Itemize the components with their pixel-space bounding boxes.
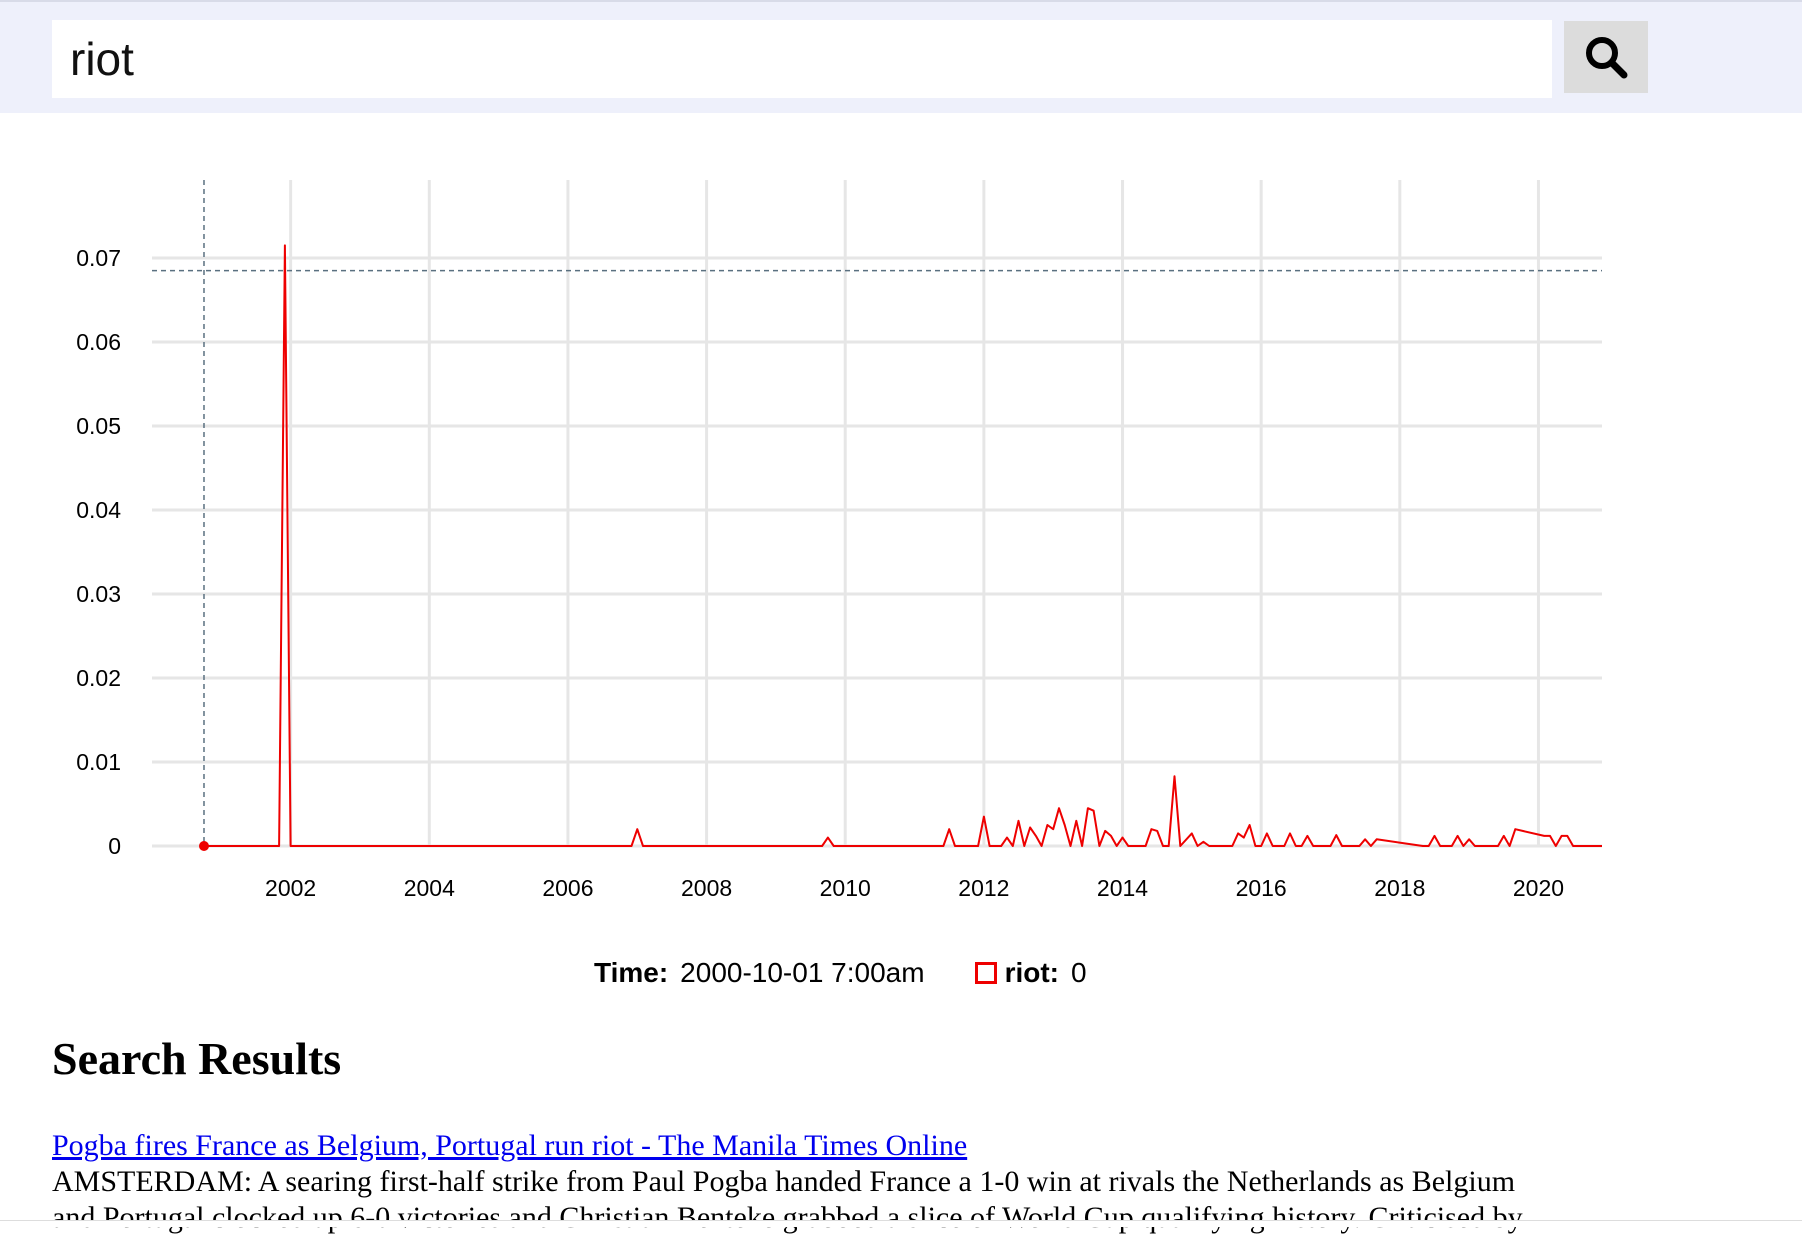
- search-input[interactable]: [52, 20, 1552, 98]
- x-tick-label: 2006: [542, 875, 593, 901]
- y-tick-label: 0.02: [76, 665, 121, 691]
- time-label: Time:: [594, 957, 669, 988]
- x-tick-label: 2002: [265, 875, 316, 901]
- search-result-snippet-line: and Portugal clocked up 6-0 victories an…: [52, 1201, 1523, 1234]
- x-tick-label: 2008: [681, 875, 732, 901]
- x-tick-label: 2004: [404, 875, 455, 901]
- search-button[interactable]: [1564, 21, 1648, 93]
- riot-trend-chart[interactable]: 0 0.01 0.02 0.03 0.04 0.05 0.06 0.07 2002 2004 200…: [0, 150, 1802, 930]
- riot-series-swatch: [974, 962, 997, 984]
- data-point: [198, 841, 209, 851]
- x-tick-label: 2020: [1513, 875, 1564, 901]
- x-tick-label: 2016: [1236, 875, 1287, 901]
- search-result-link[interactable]: Pogba fires France as Belgium, Portugal …: [52, 1129, 968, 1162]
- search-bar: [0, 0, 1802, 113]
- y-tick-label: 0.04: [76, 497, 121, 523]
- y-tick-label: 0.06: [76, 329, 121, 355]
- series-label: riot:: [1004, 957, 1060, 988]
- y-tick-label: 0.07: [76, 245, 121, 271]
- search-icon: [1586, 37, 1628, 79]
- y-tick-label: 0.01: [76, 749, 121, 775]
- viewport-edge: [0, 1220, 1802, 1227]
- series-line-riot: [204, 244, 1602, 847]
- x-tick-label: 2018: [1374, 875, 1425, 901]
- time-value: 2000-10-01 7:00am: [680, 957, 925, 988]
- x-tick-label: 2012: [958, 875, 1009, 901]
- chart-legend: Time: 2000-10-01 7:00am riot: 0: [594, 950, 1087, 996]
- x-tick-label: 2014: [1097, 875, 1148, 901]
- series-value: 0: [1071, 957, 1087, 988]
- search-results-heading: Search Results: [52, 1033, 342, 1084]
- x-tick-label: 2010: [820, 875, 871, 901]
- search-result-snippet-line: AMSTERDAM: A searing first-half strike f…: [52, 1165, 1516, 1198]
- y-tick-label: 0: [108, 833, 121, 859]
- y-tick-label: 0.03: [76, 581, 121, 607]
- y-tick-label: 0.05: [76, 413, 121, 439]
